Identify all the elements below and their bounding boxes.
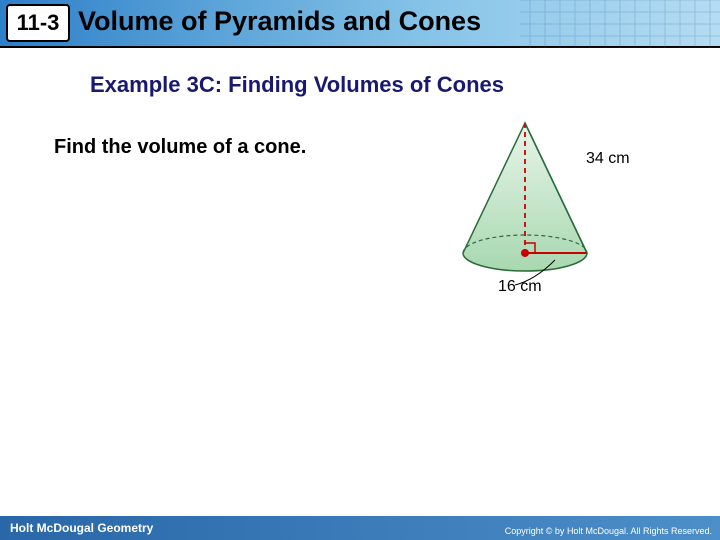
footer-text: Holt McDougal Geometry (10, 521, 153, 535)
page-title: Volume of Pyramids and Cones (78, 6, 481, 37)
grid-decoration (520, 0, 720, 48)
lesson-number: 11-3 (17, 10, 60, 36)
cone-diagram (445, 115, 645, 305)
radius-label: 16 cm (498, 278, 542, 296)
problem-prompt: Find the volume of a cone. (54, 136, 306, 159)
lesson-number-badge: 11-3 (6, 4, 70, 42)
example-title: Example 3C: Finding Volumes of Cones (90, 72, 504, 98)
copyright-text: Copyright © by Holt McDougal. All Rights… (505, 526, 712, 536)
header-band: 11-3 Volume of Pyramids and Cones (0, 0, 720, 48)
slant-height-label: 34 cm (586, 150, 630, 168)
footer-band: Holt McDougal Geometry Copyright © by Ho… (0, 516, 720, 540)
